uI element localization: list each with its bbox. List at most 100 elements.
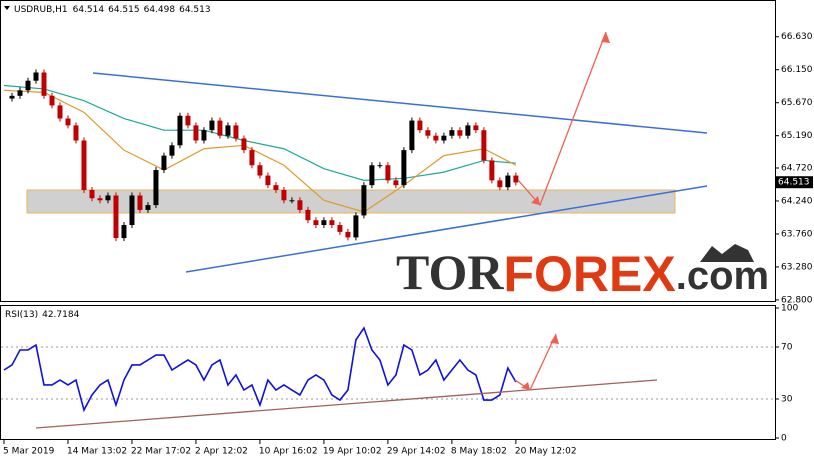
trend-line: [185, 185, 708, 273]
arrow-head: [521, 334, 559, 390]
candle-body: [265, 175, 271, 186]
last-price-label: 64.513: [778, 178, 810, 188]
y-tick-label: 100: [781, 304, 798, 314]
candle-body: [169, 145, 175, 156]
candle-body: [121, 225, 127, 239]
candle-body: [441, 135, 447, 141]
candle-body: [345, 231, 351, 238]
candle-body: [249, 150, 255, 166]
candle-body: [217, 120, 223, 136]
candle-body: [393, 180, 399, 186]
candle-body: [329, 220, 335, 226]
watermark-brand: FOREX: [503, 246, 675, 302]
plot: [1, 69, 775, 413]
trend-line: [92, 72, 708, 134]
candle-body: [425, 130, 431, 136]
candle-body: [401, 150, 407, 186]
price-panel: [0, 0, 776, 302]
support-zone: [26, 189, 676, 214]
y-tick-label: 64.240: [781, 196, 813, 206]
x-tick-label: 14 Mar 13:02: [67, 447, 127, 457]
candle-body: [57, 105, 63, 119]
y-tick-label: 62.800: [781, 295, 813, 305]
candle-body: [361, 185, 367, 216]
rsi-trend-line: [35, 379, 658, 429]
y-tick-label: 64.720: [781, 163, 813, 173]
quote-low: 64.498: [144, 5, 176, 15]
candle-body: [297, 200, 303, 210]
header: USDRUB,H1 64.514 64.515 64.498 64.513: [14, 5, 211, 15]
candle-body: [409, 120, 415, 151]
candle-body: [417, 120, 423, 131]
candle-body: [337, 225, 343, 232]
quote-high: 64.515: [108, 5, 140, 15]
candle-body: [481, 130, 487, 161]
quote-open: 64.514: [73, 5, 105, 15]
y-tick-label: 66.630: [781, 32, 813, 42]
x-tick-label: 2 Apr 12:02: [195, 447, 248, 457]
candle-body: [89, 189, 95, 199]
last-price-box: [776, 176, 813, 189]
x-tick-label: 29 Apr 14:02: [387, 447, 446, 457]
logo-icon: [700, 244, 754, 262]
y-tick-label: 65.670: [781, 98, 813, 108]
candle-body: [321, 220, 327, 226]
watermark-left: TOR: [396, 244, 504, 300]
candle-body: [449, 130, 455, 136]
watermark: TORFOREX.com: [396, 244, 769, 302]
y-tick-label: 63.760: [781, 229, 813, 239]
x-tick-label: 22 Mar 17:02: [131, 447, 191, 457]
rsi-latest: 42.7184: [42, 310, 79, 320]
symbol: USDRUB,H1: [14, 5, 68, 15]
candle-body: [313, 220, 319, 226]
rsi-panel: [0, 305, 776, 440]
candle-body: [353, 215, 359, 238]
y-tick-label: 63.280: [781, 262, 813, 272]
candle-body: [473, 125, 479, 131]
candle-body: [65, 118, 71, 126]
rsi-title: RSI(13): [5, 310, 38, 320]
candle-body: [97, 198, 103, 201]
y-tick-label: 65.190: [781, 131, 813, 141]
candle-body: [177, 115, 183, 146]
candle-body: [497, 180, 503, 188]
x-tick-label: 20 May 12:02: [515, 447, 577, 457]
y-tick-label: 0: [781, 434, 787, 444]
candle-body: [185, 115, 191, 126]
candle-body: [9, 95, 15, 99]
rsi-header: RSI(13) 42.7184: [5, 310, 80, 320]
candle-body: [81, 140, 87, 190]
candle-body: [137, 195, 143, 210]
candle-body: [113, 195, 119, 239]
candle-body: [289, 200, 295, 202]
y-tick-label: 66.150: [781, 65, 813, 75]
candle-body: [433, 135, 439, 141]
candle-body: [305, 209, 311, 221]
candle-body: [489, 160, 495, 181]
moving-average: [3, 89, 517, 213]
x-tick-label: 10 Apr 16:02: [259, 447, 318, 457]
y-tick-label: 70: [781, 343, 793, 353]
candle-body: [33, 72, 39, 81]
candle-body: [49, 95, 55, 106]
candle-body: [377, 165, 383, 167]
y-tick-label: 30: [781, 395, 793, 405]
candle-body: [273, 185, 279, 190]
x-tick-label: 19 Apr 10:02: [323, 447, 382, 457]
candle-body: [241, 138, 247, 151]
candle-body: [25, 80, 31, 91]
x-tick-label: 5 Mar 2019: [3, 447, 55, 457]
candle-body: [385, 165, 391, 181]
candle-body: [17, 90, 23, 96]
candle-body: [153, 170, 159, 206]
quote-close: 64.513: [179, 5, 211, 15]
candle-body: [225, 125, 231, 136]
candle-body: [129, 195, 135, 226]
candle-body: [369, 165, 375, 186]
candle-body: [505, 175, 511, 188]
candle-body: [209, 120, 215, 131]
menu-triangle: [4, 6, 10, 10]
candle-body: [281, 189, 287, 201]
candle-body: [465, 125, 471, 136]
